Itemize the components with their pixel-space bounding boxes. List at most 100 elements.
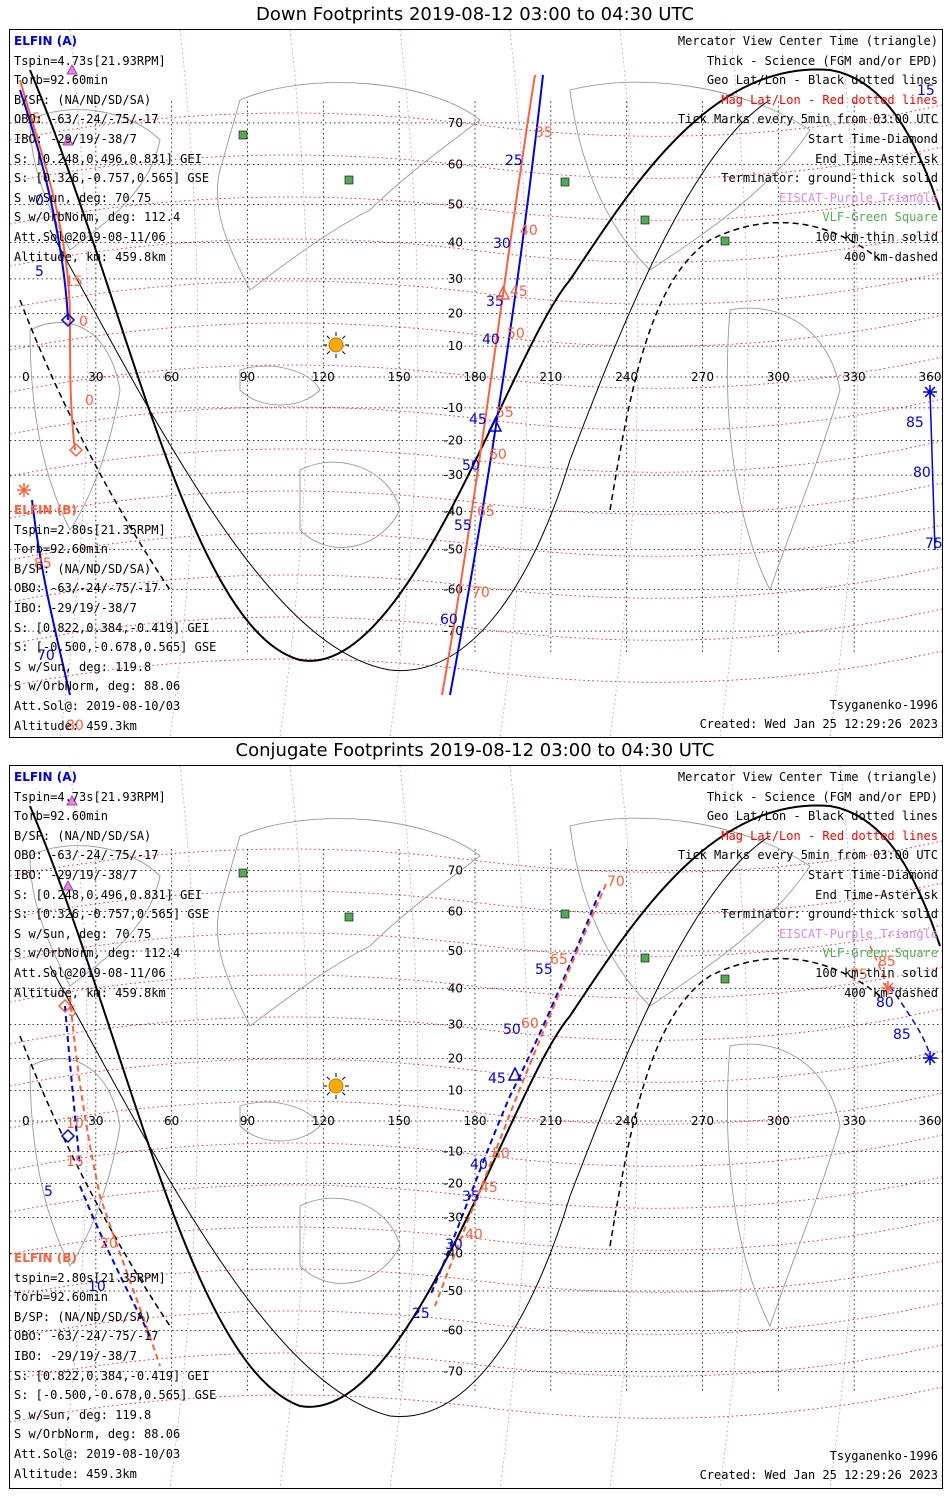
elfin-b-info: ELFIN (B) tspin=2.80s[21.35RPM] Torb=92.… <box>14 1249 216 1484</box>
lon-tick-label: 30 <box>88 1114 103 1128</box>
track-tick-label: 45 <box>488 1071 506 1087</box>
elfin-b-torb: Torb=92.60min <box>14 542 108 557</box>
coastline <box>726 307 841 592</box>
track-tick-label: 20 <box>100 1236 118 1252</box>
sun-ray <box>342 351 346 355</box>
mag-lat-line <box>10 1302 942 1339</box>
lon-tick-label: 180 <box>464 1114 487 1128</box>
lat-tick-label: 50 <box>448 198 463 212</box>
lat-tick-label: 30 <box>448 272 463 286</box>
eiscat-marker <box>66 794 78 806</box>
model-name: Tsyganenko-1996 <box>829 1448 938 1463</box>
elfin-a-header: ELFIN (A) <box>14 34 77 48</box>
elfin-a-info: ELFIN (A) Tspin=4.73s[21.93RPM] Torb=92.… <box>14 768 209 1003</box>
vlf-station-marker <box>238 130 248 140</box>
elfin-b-attsol: Att.Sol@: 2019-08-10/03 <box>14 698 181 713</box>
elfin-b-track <box>434 883 607 1307</box>
mag-lon-line <box>279 766 309 1488</box>
model-info: Tsyganenko-1996 Created: Wed Jan 25 12:2… <box>700 696 938 735</box>
elfin-b-ibo: IBO: -29/19/-38/7 <box>14 1348 137 1363</box>
start-time-diamond <box>68 442 84 458</box>
legend-mag-grid: Mag Lat/Lon - Red dotted lines <box>721 828 938 843</box>
mag-lat-line <box>10 440 942 477</box>
track-tick-label: 45 <box>469 412 487 428</box>
panel-title-down: Down Footprints 2019-08-12 03:00 to 04:3… <box>256 4 694 25</box>
track-tick-label: 50 <box>462 458 480 474</box>
legend-mag-grid: Mag Lat/Lon - Red dotted lines <box>721 92 938 107</box>
legend: Mercator View Center Time (triangle) Thi… <box>678 768 938 1003</box>
coastline <box>216 82 481 291</box>
vlf-station-marker <box>560 909 570 919</box>
elfin-a-header: ELFIN (A) <box>14 770 77 784</box>
lat-tick-label: 20 <box>448 306 463 320</box>
lat-tick-label: 60 <box>448 905 463 919</box>
lat-tick-label: -20 <box>443 1177 463 1191</box>
lat-tick-label: -60 <box>443 1323 463 1337</box>
sun-ray <box>342 1076 346 1080</box>
mag-lat-line <box>10 398 942 435</box>
legend-eiscat: EISCAT-Purple Triangle <box>779 190 938 205</box>
elfin-b-sun: S w/Sun, deg: 119.8 <box>14 1407 152 1422</box>
track-tick-label: 70 <box>472 585 490 601</box>
legend-terminator: Terminator: ground-thick solid <box>721 907 938 922</box>
track-tick-label: 60 <box>521 1016 539 1032</box>
lat-tick-label: -30 <box>443 468 463 482</box>
coastline <box>726 1043 841 1328</box>
legend-start: Start Time-Diamond <box>807 867 938 882</box>
elfin-b-orbnorm: S w/OrbNorm, deg: 88.06 <box>14 679 181 694</box>
mag-lon-line <box>389 30 419 737</box>
start-time-diamond <box>57 998 73 1014</box>
track-tick-label: 55 <box>535 962 553 978</box>
elfin-b-obo: OBO: -63/-24/-75/-17 <box>14 581 159 596</box>
track-tick-label: 30 <box>445 1237 463 1253</box>
legend-100km: 100 km-thin solid <box>815 229 938 244</box>
track-tick-label: 0 <box>35 193 44 209</box>
legend-400km: 400 km-dashed <box>844 985 938 1000</box>
end-time-asterisk <box>18 484 30 496</box>
legend-geo-grid: Geo Lat/Lon - Black dotted lines <box>706 809 938 824</box>
terminator-ground <box>29 68 941 662</box>
lat-tick-label: -70 <box>443 1365 463 1379</box>
legend-view-center: Mercator View Center Time (triangle) <box>677 770 938 784</box>
track-tick-label: 0 <box>85 393 94 409</box>
track-tick-label: 55 <box>454 518 472 534</box>
start-time-diamond <box>60 1128 76 1144</box>
lat-tick-label: 40 <box>448 982 463 996</box>
elfin-a-ibo: IBO: -29/19/-38/7 <box>14 867 137 882</box>
sun-icon <box>328 337 344 353</box>
track-tick-label: 60 <box>440 612 458 628</box>
lon-tick-label: 60 <box>164 1114 179 1128</box>
track-tick-label: 85 <box>893 1027 911 1043</box>
mag-lat-line <box>10 230 942 267</box>
elfin-a-bsp: B/SP: (NA/ND/SD/SA) <box>14 828 152 843</box>
elfin-a-track <box>889 985 931 1057</box>
legend-thick: Thick - Science (FGM and/or EPD) <box>706 53 938 68</box>
elfin-b-bsp: B/SP: (NA/ND/SD/SA) <box>14 561 152 576</box>
elfin-a-info: ELFIN (A) Tspin=4.73s[21.93RPM] Torb=92.… <box>14 32 209 267</box>
terminator-400km <box>19 221 881 591</box>
track-tick-label: 80 <box>66 718 84 734</box>
lon-tick-label: 150 <box>388 370 411 384</box>
mag-lon-line <box>609 30 639 737</box>
elfin-a-orbnorm: S w/OrbNorm, deg: 112.4 <box>14 210 181 225</box>
track-tick-label: 10 <box>88 1279 106 1295</box>
track-tick-label: 5 <box>68 1004 77 1020</box>
terminator-100km <box>49 99 771 672</box>
elfin-b-attsol: Att.Sol@: 2019-08-10/03 <box>14 1446 181 1461</box>
elfin-a-track <box>929 389 936 551</box>
elfin-b-ibo: IBO: -29/19/-38/7 <box>14 600 137 615</box>
mag-lat-line <box>10 1218 942 1255</box>
elfin-a-ibo: IBO: -29/19/-38/7 <box>14 131 137 146</box>
coastline <box>29 1058 121 1267</box>
model-name: Tsyganenko-1996 <box>829 697 938 712</box>
lat-tick-label: -10 <box>443 1144 463 1158</box>
end-time-asterisk <box>924 386 936 398</box>
lat-tick-label: 30 <box>448 1017 463 1031</box>
lat-tick-label: 10 <box>448 339 463 353</box>
eiscat-marker <box>62 134 74 146</box>
elfin-b-info: ELFIN (B) Tspin=2.80s[21.35RPM] Torb=92.… <box>14 501 216 736</box>
mag-lat-line <box>10 314 942 351</box>
track-tick-label: 35 <box>486 294 504 310</box>
coastline <box>239 365 321 406</box>
lat-tick-label: 70 <box>448 116 463 130</box>
